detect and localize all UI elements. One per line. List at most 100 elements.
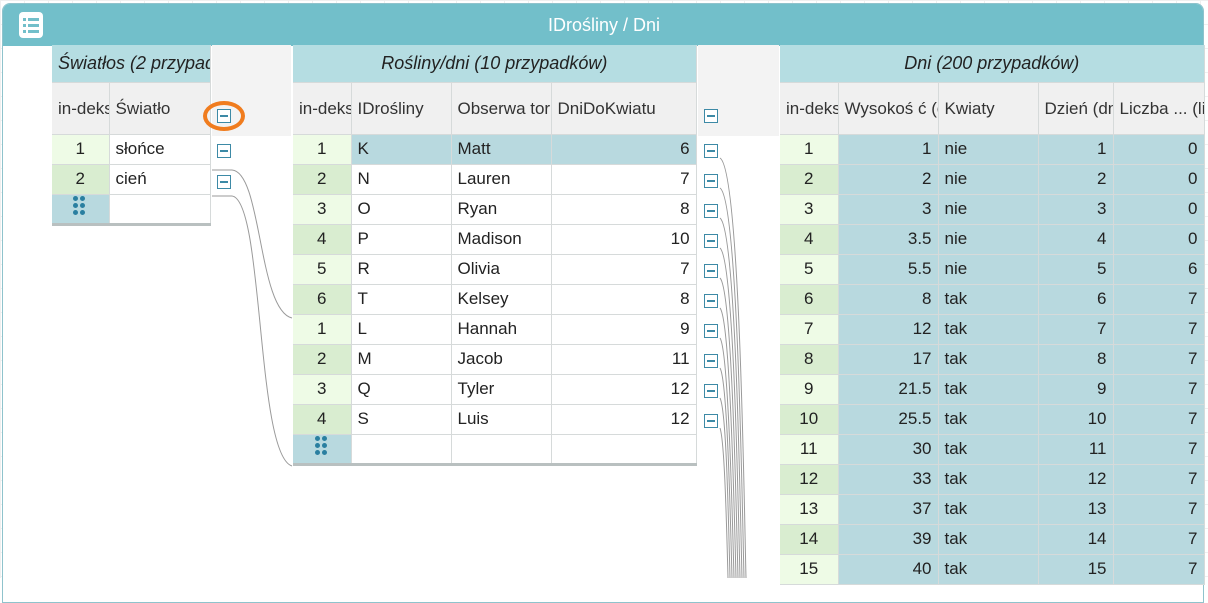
cell-day[interactable]: 14 bbox=[1038, 524, 1114, 555]
cell-day[interactable]: 10 bbox=[1038, 404, 1114, 435]
cell-light[interactable]: słońce bbox=[109, 134, 211, 165]
cell-leaves[interactable]: 7 bbox=[1113, 374, 1205, 405]
plants-table-title[interactable]: Rośliny/dni (10 przypadków) bbox=[293, 45, 697, 83]
cell-leaves[interactable]: 0 bbox=[1113, 224, 1205, 255]
table-row[interactable]: 5 R Olivia 7 bbox=[293, 254, 697, 285]
column-header-index[interactable]: in-deks bbox=[780, 82, 839, 135]
cell-height[interactable]: 17 bbox=[838, 344, 939, 375]
cell-height[interactable]: 25.5 bbox=[838, 404, 939, 435]
collapse-group-icon[interactable] bbox=[704, 264, 718, 278]
drag-handle-icon[interactable] bbox=[52, 194, 110, 226]
cell-observer[interactable]: Luis bbox=[451, 404, 552, 435]
cell-observer[interactable]: Madison bbox=[451, 224, 552, 255]
cell-plant-id[interactable]: P bbox=[351, 224, 452, 255]
cell-flowers[interactable]: nie bbox=[938, 164, 1039, 195]
cell-flowers[interactable]: tak bbox=[938, 284, 1039, 315]
column-header-days-to-flower[interactable]: DniDoKwiatu bbox=[551, 82, 697, 135]
cell-day[interactable]: 1 bbox=[1038, 134, 1114, 165]
table-row[interactable]: 1 słońce bbox=[52, 134, 211, 165]
cell-height[interactable]: 30 bbox=[838, 434, 939, 465]
collapse-all-icon[interactable] bbox=[704, 109, 718, 123]
cell-leaves[interactable]: 0 bbox=[1113, 194, 1205, 225]
cell-plant-id[interactable]: L bbox=[351, 314, 452, 345]
new-case-input-cell[interactable] bbox=[451, 434, 552, 466]
cell-height[interactable]: 39 bbox=[838, 524, 939, 555]
cell-observer[interactable]: Ryan bbox=[451, 194, 552, 225]
collapse-group-icon[interactable] bbox=[217, 144, 231, 158]
cell-plant-id[interactable]: K bbox=[351, 134, 452, 165]
cell-days-to-flower[interactable]: 7 bbox=[551, 164, 697, 195]
collapse-group-icon[interactable] bbox=[704, 354, 718, 368]
cell-day[interactable]: 7 bbox=[1038, 314, 1114, 345]
cell-days-to-flower[interactable]: 8 bbox=[551, 284, 697, 315]
drag-handle-icon[interactable] bbox=[293, 434, 352, 466]
column-header-leaves[interactable]: Liczba ... (liście) bbox=[1113, 82, 1205, 135]
table-row[interactable]: 1 1 nie 1 0 bbox=[780, 134, 1205, 165]
column-header-index[interactable]: in-deks bbox=[293, 82, 352, 135]
table-row[interactable]: 4 P Madison 10 bbox=[293, 224, 697, 255]
cell-day[interactable]: 15 bbox=[1038, 554, 1114, 585]
light-table-title[interactable]: Światłos (2 przypadków) bbox=[52, 45, 211, 83]
column-header-observer[interactable]: Obserwa tor bbox=[451, 82, 552, 135]
new-case-row[interactable] bbox=[52, 194, 211, 226]
table-row[interactable]: 2 M Jacob 11 bbox=[293, 344, 697, 375]
cell-flowers[interactable]: nie bbox=[938, 224, 1039, 255]
cell-observer[interactable]: Kelsey bbox=[451, 284, 552, 315]
column-header-flowers[interactable]: Kwiaty bbox=[938, 82, 1039, 135]
cell-height[interactable]: 40 bbox=[838, 554, 939, 585]
table-row[interactable]: 12 33 tak 12 7 bbox=[780, 464, 1205, 495]
cell-day[interactable]: 3 bbox=[1038, 194, 1114, 225]
collapse-group-icon[interactable] bbox=[704, 414, 718, 428]
cell-observer[interactable]: Jacob bbox=[451, 344, 552, 375]
table-row[interactable]: 7 12 tak 7 7 bbox=[780, 314, 1205, 345]
table-row[interactable]: 6 8 tak 6 7 bbox=[780, 284, 1205, 315]
cell-leaves[interactable]: 7 bbox=[1113, 434, 1205, 465]
cell-height[interactable]: 33 bbox=[838, 464, 939, 495]
cell-days-to-flower[interactable]: 12 bbox=[551, 404, 697, 435]
days-table-title[interactable]: Dni (200 przypadków) bbox=[780, 45, 1205, 83]
cell-flowers[interactable]: nie bbox=[938, 194, 1039, 225]
cell-light[interactable]: cień bbox=[109, 164, 211, 195]
cell-leaves[interactable]: 7 bbox=[1113, 344, 1205, 375]
column-header-index[interactable]: in-deks bbox=[52, 82, 110, 135]
table-row[interactable]: 1 L Hannah 9 bbox=[293, 314, 697, 345]
cell-leaves[interactable]: 7 bbox=[1113, 494, 1205, 525]
cell-flowers[interactable]: tak bbox=[938, 404, 1039, 435]
table-row[interactable]: 5 5.5 nie 5 6 bbox=[780, 254, 1205, 285]
collapse-group-icon[interactable] bbox=[704, 174, 718, 188]
cell-height[interactable]: 5.5 bbox=[838, 254, 939, 285]
cell-day[interactable]: 12 bbox=[1038, 464, 1114, 495]
table-row[interactable]: 9 21.5 tak 9 7 bbox=[780, 374, 1205, 405]
cell-day[interactable]: 5 bbox=[1038, 254, 1114, 285]
cell-days-to-flower[interactable]: 10 bbox=[551, 224, 697, 255]
cell-flowers[interactable]: tak bbox=[938, 494, 1039, 525]
collapse-group-icon[interactable] bbox=[704, 294, 718, 308]
table-row[interactable]: 2 cień bbox=[52, 164, 211, 195]
cell-day[interactable]: 4 bbox=[1038, 224, 1114, 255]
cell-plant-id[interactable]: S bbox=[351, 404, 452, 435]
cell-plant-id[interactable]: R bbox=[351, 254, 452, 285]
cell-day[interactable]: 11 bbox=[1038, 434, 1114, 465]
cell-leaves[interactable]: 7 bbox=[1113, 554, 1205, 585]
cell-leaves[interactable]: 7 bbox=[1113, 464, 1205, 495]
new-case-input-cell[interactable] bbox=[551, 434, 697, 466]
cell-leaves[interactable]: 7 bbox=[1113, 524, 1205, 555]
cell-days-to-flower[interactable]: 6 bbox=[551, 134, 697, 165]
cell-plant-id[interactable]: T bbox=[351, 284, 452, 315]
column-header-height[interactable]: Wysokoś ć (cm) bbox=[838, 82, 939, 135]
collapse-group-icon[interactable] bbox=[704, 384, 718, 398]
cell-height[interactable]: 3 bbox=[838, 194, 939, 225]
cell-leaves[interactable]: 7 bbox=[1113, 314, 1205, 345]
cell-flowers[interactable]: tak bbox=[938, 434, 1039, 465]
table-row[interactable]: 4 S Luis 12 bbox=[293, 404, 697, 435]
collapse-group-icon[interactable] bbox=[704, 204, 718, 218]
table-row[interactable]: 14 39 tak 14 7 bbox=[780, 524, 1205, 555]
cell-height[interactable]: 3.5 bbox=[838, 224, 939, 255]
cell-plant-id[interactable]: M bbox=[351, 344, 452, 375]
cell-days-to-flower[interactable]: 9 bbox=[551, 314, 697, 345]
table-row[interactable]: 1 K Matt 6 bbox=[293, 134, 697, 165]
cell-leaves[interactable]: 0 bbox=[1113, 134, 1205, 165]
cell-observer[interactable]: Tyler bbox=[451, 374, 552, 405]
table-row[interactable]: 13 37 tak 13 7 bbox=[780, 494, 1205, 525]
case-table-icon[interactable] bbox=[19, 12, 43, 38]
